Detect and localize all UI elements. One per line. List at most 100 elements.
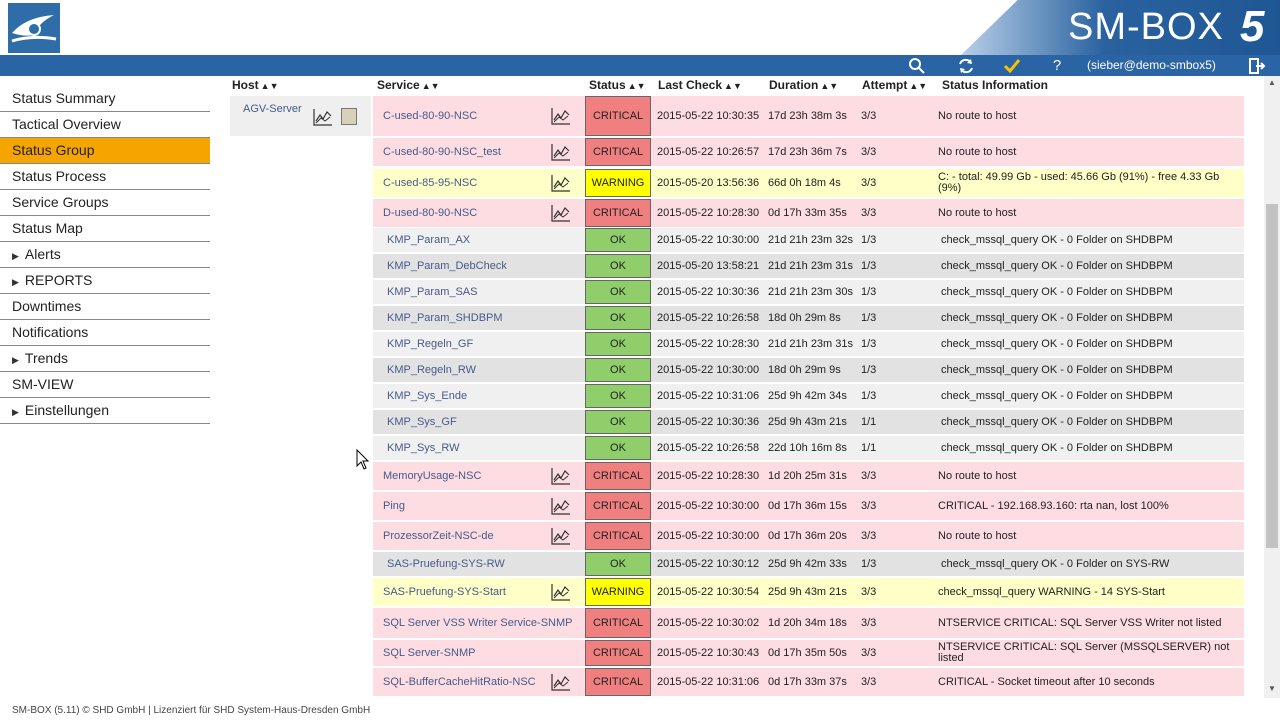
graph-icon[interactable]	[551, 204, 571, 222]
expand-arrow-icon: ▶	[12, 251, 19, 261]
service-link[interactable]: KMP_Sys_GF	[387, 416, 457, 428]
logout-icon[interactable]	[1245, 55, 1269, 76]
service-link[interactable]: MemoryUsage-NSC	[383, 470, 482, 482]
status-info-cell: NTSERVICE CRITICAL: SQL Server VSS Write…	[938, 616, 1222, 629]
refresh-icon[interactable]	[954, 55, 978, 76]
graph-icon[interactable]	[551, 673, 571, 691]
expand-arrow-icon: ▶	[12, 355, 19, 365]
sidebar-item-label: Status Process	[12, 168, 107, 184]
sort-icon[interactable]: ▲▼	[909, 81, 928, 91]
service-link[interactable]: KMP_Param_SHDBPM	[387, 312, 503, 324]
sidebar-item-service-groups[interactable]: Service Groups	[0, 190, 210, 216]
brand-name: SM-BOX	[1068, 6, 1224, 48]
sidebar-item-label: REPORTS	[24, 272, 93, 288]
attempt-cell: 1/3	[861, 558, 877, 570]
service-link[interactable]: C-used-85-95-NSC	[383, 177, 478, 189]
service-link[interactable]: SAS-Pruefung-SYS-RW	[387, 558, 505, 570]
service-link[interactable]: KMP_Param_DebCheck	[387, 260, 507, 272]
attempt-cell: 1/3	[861, 364, 877, 376]
sidebar-item-einstellungen[interactable]: ▶ Einstellungen	[0, 398, 210, 424]
last-check-cell: 2015-05-22 10:28:30	[657, 338, 760, 350]
column-header-host[interactable]: Host ▲▼	[232, 78, 279, 92]
sidebar-nav: Status Summary Tactical Overview Status Gr…	[0, 86, 210, 424]
graph-icon[interactable]	[551, 174, 571, 192]
column-header-info[interactable]: Status Information	[942, 78, 1049, 92]
graph-icon[interactable]	[551, 143, 571, 161]
sidebar-item-status-map[interactable]: Status Map	[0, 216, 210, 242]
help-icon[interactable]: ?	[1052, 57, 1062, 74]
sidebar-item-status-group[interactable]: Status Group	[0, 138, 210, 164]
vertical-scrollbar[interactable]: ▲ ▼	[1264, 76, 1280, 698]
sidebar-item-notifications[interactable]: Notifications	[0, 320, 210, 346]
duration-cell: 25d 9h 42m 33s	[768, 558, 847, 570]
last-check-cell: 2015-05-22 10:26:58	[657, 442, 760, 454]
status-badge: OK	[585, 228, 651, 252]
duration-cell: 1d 20h 34m 18s	[768, 617, 847, 629]
checkmark-icon[interactable]	[1000, 55, 1024, 76]
sidebar-item-status-process[interactable]: Status Process	[0, 164, 210, 190]
service-link[interactable]: C-used-80-90-NSC_test	[383, 146, 501, 158]
scroll-up-arrow[interactable]: ▲	[1268, 78, 1276, 87]
sidebar-item-trends[interactable]: ▶ Trends	[0, 346, 210, 372]
service-link[interactable]: SQL Server VSS Writer Service-SNMP	[383, 617, 573, 629]
column-header-status[interactable]: Status ▲▼	[589, 78, 646, 92]
service-link[interactable]: Ping	[383, 500, 406, 512]
status-info-cell: check_mssql_query OK - 0 Folder on SHDBP…	[941, 259, 1173, 272]
last-check-cell: 2015-05-22 10:26:58	[657, 312, 760, 324]
graph-icon[interactable]	[551, 497, 571, 515]
graph-icon[interactable]	[551, 107, 571, 125]
search-icon[interactable]	[905, 55, 929, 76]
status-info-cell: check_mssql_query OK - 0 Folder on SHDBP…	[941, 415, 1173, 428]
last-check-cell: 2015-05-22 10:30:02	[657, 617, 760, 629]
service-link[interactable]: D-used-80-90-NSC	[383, 207, 478, 219]
service-link[interactable]: KMP_Sys_RW	[387, 442, 460, 454]
service-link[interactable]: KMP_Sys_Ende	[387, 390, 468, 402]
sidebar-item-downtimes[interactable]: Downtimes	[0, 294, 210, 320]
last-check-cell: 2015-05-22 10:31:06	[657, 390, 760, 402]
column-header-duration[interactable]: Duration ▲▼	[769, 78, 839, 92]
attempt-cell: 1/1	[861, 442, 877, 454]
sort-icon[interactable]: ▲▼	[724, 81, 742, 91]
scroll-thumb[interactable]	[1266, 204, 1278, 548]
sidebar-item-label: Trends	[24, 350, 68, 366]
service-link[interactable]: KMP_Regeln_RW	[387, 364, 477, 376]
service-link[interactable]: KMP_Regeln_GF	[387, 338, 474, 350]
service-link[interactable]: KMP_Param_AX	[387, 234, 471, 246]
duration-cell: 66d 0h 18m 4s	[768, 177, 841, 189]
duration-cell: 21d 21h 23m 31s	[768, 260, 854, 272]
sidebar-item-reports[interactable]: ▶ REPORTS	[0, 268, 210, 294]
sort-icon[interactable]: ▲▼	[260, 81, 279, 91]
column-header-attempt[interactable]: Attempt ▲▼	[862, 78, 928, 92]
graph-icon[interactable]	[551, 583, 571, 601]
scroll-down-arrow[interactable]: ▼	[1268, 684, 1276, 693]
service-link[interactable]: KMP_Param_SAS	[387, 286, 478, 298]
service-link[interactable]: C-used-80-90-NSC	[383, 110, 478, 122]
service-link[interactable]: SAS-Pruefung-SYS-Start	[383, 586, 506, 598]
service-link[interactable]: SQL-BufferCacheHitRatio-NSC	[383, 676, 536, 688]
sidebar-item-alerts[interactable]: ▶ Alerts	[0, 242, 210, 268]
column-header-last-check[interactable]: Last Check ▲▼	[658, 78, 742, 92]
service-link[interactable]: SQL Server-SNMP	[383, 647, 476, 659]
table-row: SQL Server VSS Writer Service-SNMP CRITIC…	[373, 608, 1244, 638]
attempt-cell: 3/3	[861, 177, 877, 189]
status-badge: CRITICAL	[585, 608, 651, 638]
table-row: C-used-85-95-NSC WARNING 2015-05-20 13:56:…	[373, 169, 1244, 197]
sort-icon[interactable]: ▲▼	[421, 81, 440, 91]
sidebar-item-status-summary[interactable]: Status Summary	[0, 86, 210, 112]
table-row: KMP_Param_SAS OK 2015-05-22 10:30:36 21d 21…	[373, 280, 1244, 304]
sidebar-item-sm-view[interactable]: SM-VIEW	[0, 372, 210, 398]
graph-icon[interactable]	[551, 527, 571, 545]
graph-icon[interactable]	[551, 467, 571, 485]
sort-icon[interactable]: ▲▼	[820, 81, 839, 91]
status-badge: OK	[585, 358, 651, 382]
table-row: KMP_Param_AX OK 2015-05-22 10:30:00 21d 21h…	[373, 228, 1244, 252]
host-name-link[interactable]: AGV-Server	[243, 103, 302, 115]
graph-icon[interactable]	[313, 108, 333, 126]
last-check-cell: 2015-05-22 10:30:36	[657, 286, 760, 298]
notes-icon[interactable]	[341, 108, 357, 125]
sidebar-item-tactical-overview[interactable]: Tactical Overview	[0, 112, 210, 138]
service-link[interactable]: ProzessorZeit-NSC-de	[383, 530, 494, 542]
sort-icon[interactable]: ▲▼	[627, 81, 646, 91]
status-badge: CRITICAL	[585, 668, 651, 696]
column-header-service[interactable]: Service ▲▼	[377, 78, 440, 92]
